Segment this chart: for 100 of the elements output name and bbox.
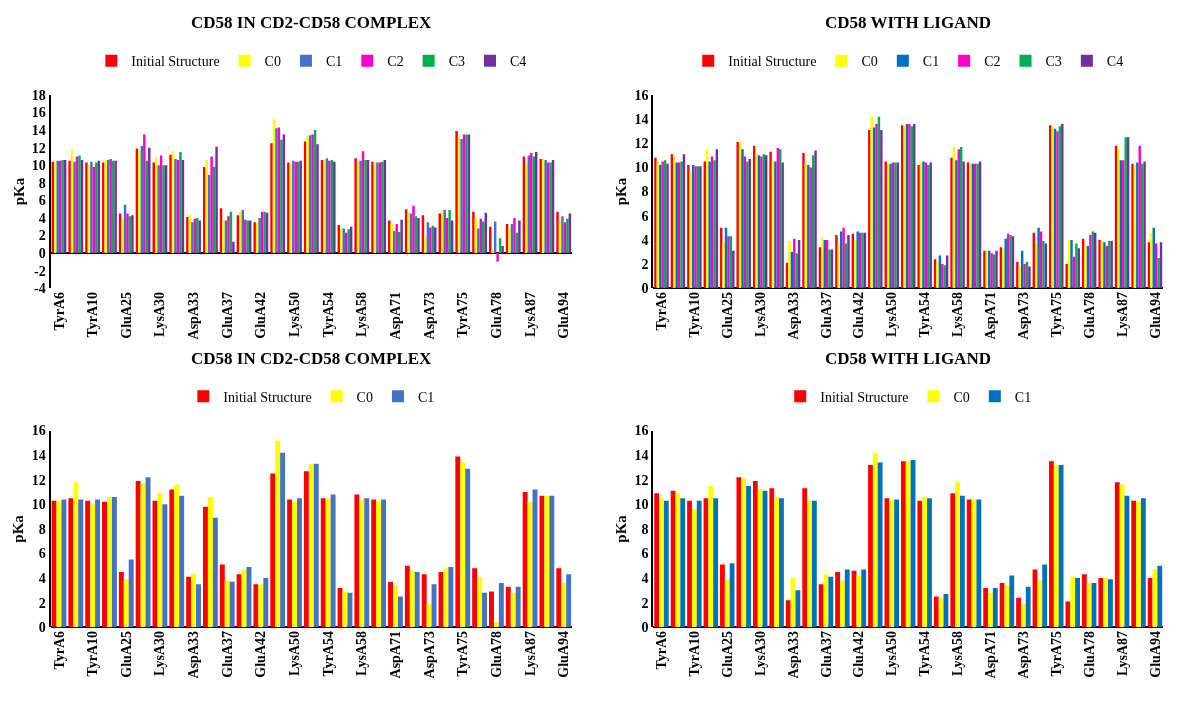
bar	[51, 500, 57, 628]
bar	[123, 579, 129, 628]
y-tick-label: 12	[31, 140, 46, 156]
y-tick-label: 4	[641, 570, 649, 586]
bar	[397, 596, 403, 628]
bar	[1089, 235, 1092, 289]
y-tick-label: 0	[641, 281, 649, 297]
bar	[995, 250, 998, 289]
bar	[922, 496, 928, 628]
bar	[296, 498, 302, 628]
bar	[933, 596, 939, 628]
x-tick-label: TyrA10	[85, 631, 101, 677]
x-tick-label: LysA50	[287, 292, 303, 338]
bar	[388, 220, 391, 254]
bar	[448, 210, 451, 254]
bar	[186, 576, 192, 628]
bar	[785, 600, 791, 628]
x-tick-label: TyrA6	[654, 292, 670, 331]
y-tick-label: 6	[38, 546, 46, 562]
x-tick-label: LysA58	[950, 631, 966, 677]
x-tick-label: AspA33	[785, 631, 801, 679]
bar	[303, 471, 309, 628]
bar	[508, 228, 511, 254]
bar	[61, 499, 67, 628]
bar	[229, 581, 235, 628]
x-tick-label: TyrA10	[85, 292, 101, 338]
bar	[654, 493, 660, 628]
bar	[73, 482, 79, 628]
bar	[359, 499, 365, 628]
bar	[795, 253, 798, 289]
bar	[835, 571, 841, 628]
bar	[966, 499, 972, 628]
bar	[392, 585, 398, 628]
bar	[472, 568, 478, 628]
bar	[364, 498, 370, 628]
bar	[1114, 482, 1120, 628]
x-tick-label: GluA94	[1147, 292, 1163, 339]
bar	[270, 143, 273, 254]
bar	[818, 584, 824, 628]
y-tick-label: 4	[38, 570, 46, 586]
bar	[654, 157, 657, 289]
legend-label: Initial Structure	[131, 54, 220, 70]
bar	[1157, 258, 1160, 289]
y-tick-label: 18	[31, 87, 46, 103]
x-tick-label: GluA37	[219, 631, 235, 678]
bar	[443, 568, 449, 628]
x-tick-label: LysA87	[1114, 292, 1130, 338]
y-tick-label: 8	[38, 175, 46, 191]
y-tick-label: 4	[641, 232, 649, 248]
x-tick-label: TyrA10	[686, 631, 702, 677]
bar	[1157, 565, 1163, 628]
bar	[769, 151, 772, 289]
bar	[828, 576, 834, 628]
bar	[955, 482, 960, 628]
y-tick-label: 4	[38, 210, 46, 226]
bar	[950, 157, 953, 289]
legend-label: C4	[509, 54, 527, 70]
y-tick-label: 8	[38, 521, 46, 537]
bar	[757, 489, 763, 628]
bar	[513, 217, 516, 254]
bar	[900, 461, 906, 628]
x-tick-label: TyrA75	[455, 631, 471, 677]
bar	[287, 499, 293, 628]
bar	[1086, 582, 1092, 628]
bar	[992, 587, 998, 628]
bar	[232, 241, 235, 254]
bar	[917, 500, 923, 628]
bar	[174, 484, 180, 628]
bar	[280, 139, 283, 254]
y-tick-label: 16	[31, 423, 46, 439]
bar	[927, 498, 932, 628]
bar	[376, 501, 382, 628]
bar	[325, 498, 331, 628]
bar	[421, 574, 427, 628]
x-tick-label: GluA94	[556, 292, 572, 339]
y-axis-title: pKa	[613, 177, 630, 206]
bar	[769, 488, 775, 628]
bar	[724, 579, 730, 628]
bar	[258, 584, 264, 628]
x-tick-label: TyrA6	[654, 631, 670, 670]
bar	[400, 219, 403, 254]
bar	[976, 499, 982, 628]
bar	[880, 129, 883, 289]
bar	[179, 152, 182, 254]
bar	[227, 216, 230, 254]
y-tick-label: 0	[38, 620, 46, 636]
x-tick-label: GluA78	[488, 631, 504, 678]
bar	[802, 152, 805, 289]
bar	[1042, 564, 1048, 628]
legend-label: Initial Structure	[223, 389, 312, 405]
bar	[448, 566, 454, 628]
bar	[746, 485, 751, 628]
y-tick-label: 12	[31, 472, 46, 488]
bar	[135, 480, 141, 628]
x-tick-label: GluA37	[818, 631, 834, 678]
bar	[477, 228, 480, 254]
bar	[515, 586, 521, 628]
bar	[1065, 264, 1068, 289]
y-tick-label: 6	[641, 208, 649, 224]
bar	[1108, 579, 1113, 628]
